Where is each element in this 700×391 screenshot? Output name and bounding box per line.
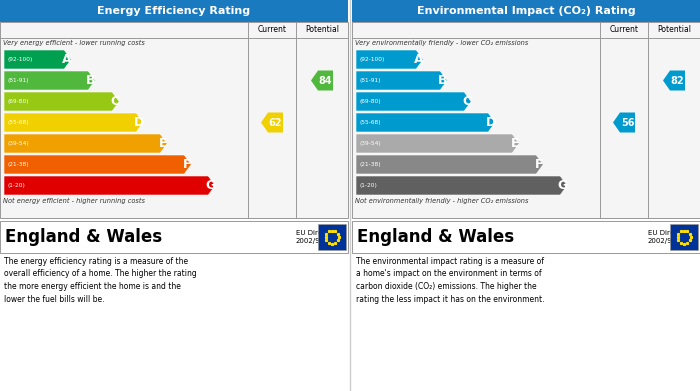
Text: 56: 56 — [621, 118, 634, 127]
Text: 82: 82 — [671, 75, 685, 86]
Polygon shape — [4, 92, 119, 111]
Text: 84: 84 — [318, 75, 332, 86]
Text: (21-38): (21-38) — [359, 162, 381, 167]
Text: (81-91): (81-91) — [7, 78, 29, 83]
Polygon shape — [663, 70, 685, 90]
Text: (69-80): (69-80) — [7, 99, 29, 104]
Text: (81-91): (81-91) — [359, 78, 381, 83]
Text: England & Wales: England & Wales — [357, 228, 514, 246]
Text: B: B — [86, 74, 95, 87]
Text: (39-54): (39-54) — [359, 141, 381, 146]
Text: (39-54): (39-54) — [7, 141, 29, 146]
Text: F: F — [535, 158, 543, 171]
Polygon shape — [261, 113, 283, 133]
Polygon shape — [4, 113, 143, 132]
Polygon shape — [356, 134, 519, 153]
Bar — [670, 224, 698, 250]
Text: 62: 62 — [269, 118, 282, 127]
Text: Potential: Potential — [657, 25, 691, 34]
Text: A: A — [414, 53, 424, 66]
Text: (92-100): (92-100) — [359, 57, 384, 62]
Text: Very environmentally friendly - lower CO₂ emissions: Very environmentally friendly - lower CO… — [355, 40, 528, 46]
Text: The environmental impact rating is a measure of
a home's impact on the environme: The environmental impact rating is a mea… — [356, 257, 545, 303]
Bar — [352, 221, 700, 253]
Bar — [0, 22, 348, 218]
Polygon shape — [4, 134, 167, 153]
Text: D: D — [134, 116, 143, 129]
Polygon shape — [613, 113, 635, 133]
Polygon shape — [356, 155, 543, 174]
Text: (1-20): (1-20) — [359, 183, 377, 188]
Text: F: F — [183, 158, 191, 171]
Text: EU Directive
2002/91/EC: EU Directive 2002/91/EC — [648, 230, 691, 244]
Bar — [318, 224, 346, 250]
Bar — [352, 0, 700, 22]
Polygon shape — [356, 50, 424, 69]
Text: (69-80): (69-80) — [359, 99, 381, 104]
Polygon shape — [4, 50, 71, 69]
Text: (92-100): (92-100) — [7, 57, 32, 62]
Text: C: C — [462, 95, 471, 108]
Text: G: G — [206, 179, 216, 192]
Text: G: G — [558, 179, 568, 192]
Polygon shape — [356, 176, 567, 195]
Polygon shape — [4, 155, 191, 174]
Text: E: E — [510, 137, 519, 150]
Text: Current: Current — [258, 25, 286, 34]
Text: Very energy efficient - lower running costs: Very energy efficient - lower running co… — [3, 40, 145, 46]
Text: (21-38): (21-38) — [7, 162, 29, 167]
Polygon shape — [356, 92, 471, 111]
Text: (55-68): (55-68) — [7, 120, 29, 125]
Bar — [0, 221, 348, 253]
Polygon shape — [4, 176, 215, 195]
Text: (55-68): (55-68) — [359, 120, 381, 125]
Polygon shape — [356, 113, 495, 132]
Polygon shape — [356, 71, 447, 90]
Text: B: B — [438, 74, 447, 87]
Text: A: A — [62, 53, 71, 66]
Bar — [352, 22, 700, 218]
Text: C: C — [110, 95, 119, 108]
Text: England & Wales: England & Wales — [5, 228, 162, 246]
Polygon shape — [311, 70, 333, 90]
Text: Energy Efficiency Rating: Energy Efficiency Rating — [97, 6, 251, 16]
Text: Potential: Potential — [305, 25, 339, 34]
Text: EU Directive
2002/91/EC: EU Directive 2002/91/EC — [296, 230, 339, 244]
Text: D: D — [486, 116, 496, 129]
Text: Not environmentally friendly - higher CO₂ emissions: Not environmentally friendly - higher CO… — [355, 198, 528, 204]
Text: The energy efficiency rating is a measure of the
overall efficiency of a home. T: The energy efficiency rating is a measur… — [4, 257, 197, 303]
Text: E: E — [158, 137, 167, 150]
Text: Environmental Impact (CO₂) Rating: Environmental Impact (CO₂) Rating — [416, 6, 636, 16]
Text: Not energy efficient - higher running costs: Not energy efficient - higher running co… — [3, 198, 145, 204]
Bar — [0, 0, 348, 22]
Text: (1-20): (1-20) — [7, 183, 25, 188]
Text: Current: Current — [610, 25, 638, 34]
Polygon shape — [4, 71, 95, 90]
